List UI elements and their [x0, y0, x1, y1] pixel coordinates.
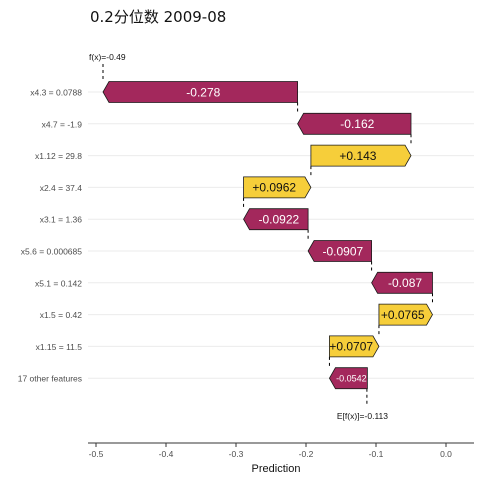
bar	[243, 208, 309, 231]
x-tick-label: -0.1	[369, 449, 384, 459]
bar	[243, 176, 312, 199]
y-tick-label: x4.3 = 0.0788	[30, 88, 82, 98]
bar-value-label: -0.0907	[322, 244, 363, 258]
y-axis-labels: x4.3 = 0.0788 x4.7 = -1.9 x1.12 = 29.8 x2.4…	[18, 88, 83, 384]
connectors	[102, 64, 433, 406]
y-tick-label: x5.1 = 0.142	[35, 278, 82, 288]
bar	[328, 367, 368, 390]
bar-value-label: -0.0542	[336, 373, 367, 383]
y-tick-label: x1.12 = 29.8	[35, 151, 82, 161]
bar-value-label: -0.278	[186, 85, 220, 99]
gridlines	[88, 91, 474, 379]
y-tick-label: x2.4 = 37.4	[40, 183, 83, 193]
chart-title: 0.2分位数 2009-08	[90, 8, 227, 26]
bar	[102, 81, 299, 103]
bars: -0.278 -0.162 +0.143 +0.0962 -0.0922 -0.0907 -…	[102, 81, 433, 390]
bar-value-label: +0.0765	[381, 308, 425, 322]
y-tick-label: x5.6 = 0.000685	[21, 247, 82, 257]
x-tick-label: -0.2	[299, 449, 314, 459]
bar	[307, 240, 372, 262]
bar	[378, 303, 433, 326]
y-tick-label: x4.7 = -1.9	[42, 119, 83, 129]
output-value-label: f(x)=-0.49	[89, 52, 126, 62]
x-axis-title: Prediction	[252, 463, 301, 475]
bar-value-label: +0.0962	[252, 181, 296, 195]
bar	[329, 335, 380, 358]
y-tick-label: 17 other features	[18, 374, 82, 384]
bar	[310, 144, 412, 167]
bar	[297, 112, 412, 135]
bar-value-label: -0.087	[388, 276, 422, 290]
y-tick-label: x3.1 = 1.36	[40, 215, 83, 225]
x-tick-label: -0.5	[89, 449, 104, 459]
bar-value-label: +0.143	[339, 149, 376, 163]
x-axis: -0.5 -0.4 -0.3 -0.2 -0.1 0.0 Prediction	[88, 442, 474, 475]
bar-value-label: -0.0922	[258, 213, 299, 227]
bar	[371, 271, 433, 294]
y-tick-label: x1.5 = 0.42	[40, 310, 83, 320]
bar-value-label: +0.0707	[329, 340, 373, 354]
base-value-label: E[f(x)]=-0.113	[337, 411, 388, 421]
x-tick-label: -0.3	[229, 449, 244, 459]
bar-value-label: -0.162	[340, 117, 374, 131]
y-tick-label: x1.15 = 11.5	[36, 342, 83, 352]
x-tick-label: -0.4	[159, 449, 174, 459]
x-tick-label: 0.0	[440, 449, 452, 459]
